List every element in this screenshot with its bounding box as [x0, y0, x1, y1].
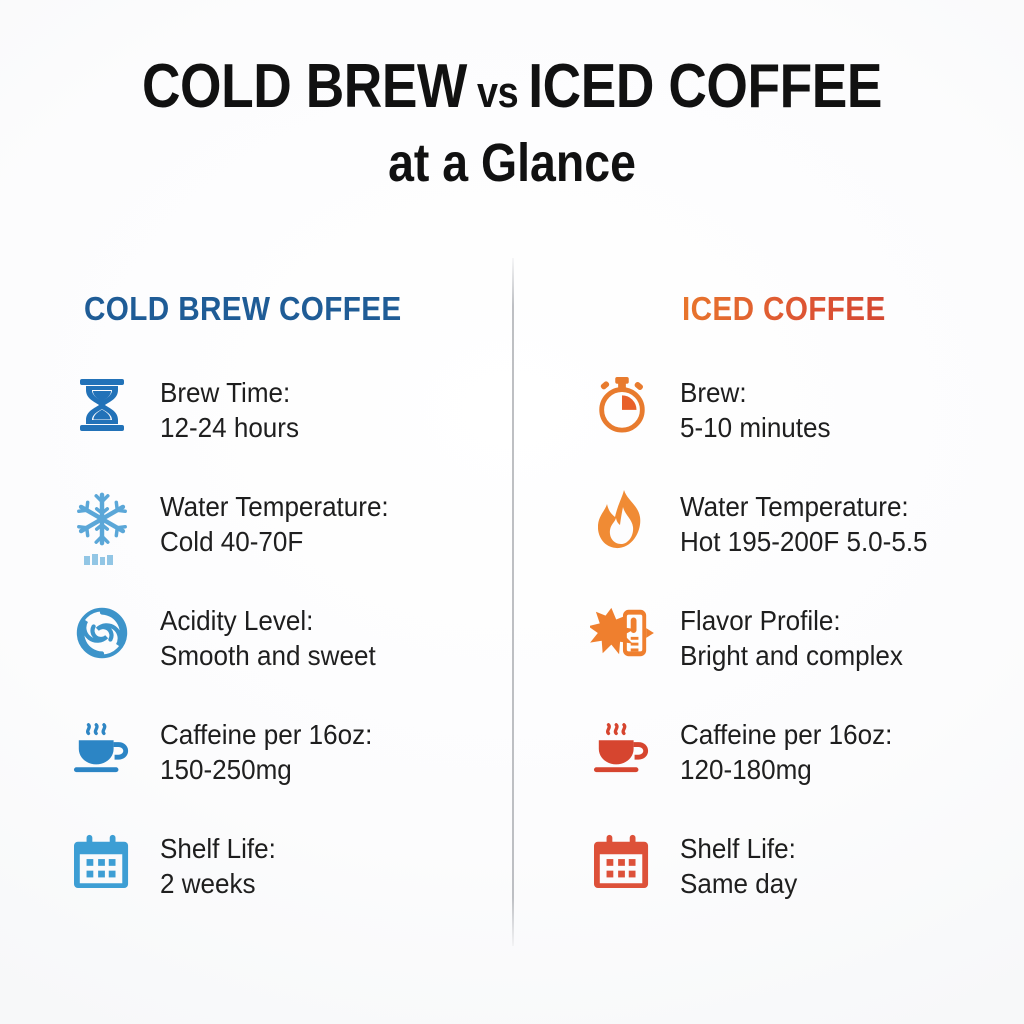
- list-item-text: Shelf Life: Same day: [680, 825, 806, 901]
- list-item-value: Bright and complex: [680, 640, 903, 671]
- column-cold-brew: COLD BREW COFFEE: [84, 290, 484, 328]
- list-item-text: Shelf Life: 2 weeks: [160, 825, 285, 901]
- list-item-text: Flavor Profile: Bright and complex: [680, 597, 920, 673]
- list-item: Caffeine per 16oz: 150-250mg: [70, 711, 406, 825]
- hourglass-icon: [70, 369, 134, 441]
- list-item-value: 5-10 minutes: [680, 412, 831, 443]
- column-divider: [512, 258, 514, 946]
- list-item: Shelf Life: Same day: [590, 825, 946, 939]
- coffee-cup-icon: [590, 711, 654, 783]
- list-item-text: Caffeine per 16oz: 120-180mg: [680, 711, 908, 787]
- list-item-value: 120-180mg: [680, 754, 812, 785]
- list-item-label: Brew Time:: [160, 377, 291, 408]
- column-heading-cold-brew: COLD BREW COFFEE: [84, 290, 402, 327]
- coffee-cup-icon: [70, 711, 134, 783]
- list-item-label: Caffeine per 16oz:: [160, 719, 373, 750]
- list-item-label: Brew:: [680, 377, 747, 408]
- list-item-text: Caffeine per 16oz: 150-250mg: [160, 711, 388, 787]
- list-item-text: Water Temperature: Cold 40-70F: [160, 483, 406, 559]
- list-item-label: Acidity Level:: [160, 605, 314, 636]
- snowflake-artifact: [84, 553, 114, 568]
- column-iced-coffee: ICED COFFEE: [682, 290, 1012, 328]
- snowflake-icon: [70, 483, 134, 555]
- list-item: Flavor Profile: Bright and complex: [590, 597, 946, 711]
- sun-thermometer-icon: [590, 597, 654, 669]
- flame-icon: [590, 483, 654, 555]
- list-item-label: Flavor Profile:: [680, 605, 841, 636]
- stopwatch-icon: [590, 369, 654, 441]
- list-item-value: Same day: [680, 868, 798, 899]
- title-line-2: at a Glance: [388, 133, 636, 193]
- list-item: Caffeine per 16oz: 120-180mg: [590, 711, 946, 825]
- list-item-text: Acidity Level: Smooth and sweet: [160, 597, 392, 673]
- rows-cold-brew: Brew Time: 12-24 hours: [70, 369, 406, 939]
- list-item-value: Smooth and sweet: [160, 640, 376, 671]
- list-item-label: Shelf Life:: [160, 833, 276, 864]
- title-line-1: COLD BREW vs ICED COFFEE: [72, 52, 953, 128]
- list-item-value: 2 weeks: [160, 868, 256, 899]
- list-item-label: Caffeine per 16oz:: [680, 719, 893, 750]
- list-item: Shelf Life: 2 weeks: [70, 825, 406, 939]
- list-item: Water Temperature: Cold 40-70F: [70, 483, 406, 597]
- column-heading-iced-coffee: ICED COFFEE: [682, 290, 979, 328]
- list-item-label: Water Temperature:: [160, 491, 389, 522]
- list-item-value: Hot 195-200F 5.0-5.5: [680, 526, 928, 557]
- swirl-icon: [70, 597, 134, 669]
- list-item-label: Shelf Life:: [680, 833, 796, 864]
- list-item: Acidity Level: Smooth and sweet: [70, 597, 406, 711]
- calendar-icon: [590, 825, 654, 897]
- rows-iced-coffee: Brew: 5-10 minutes Water Temperature: Ho…: [590, 369, 946, 939]
- list-item-text: Brew Time: 12-24 hours: [160, 369, 309, 445]
- list-item-text: Brew: 5-10 minutes: [680, 369, 842, 445]
- list-item: Brew: 5-10 minutes: [590, 369, 946, 483]
- page-title: COLD BREW vs ICED COFFEE at a Glance: [0, 52, 1024, 194]
- calendar-icon: [70, 825, 134, 897]
- list-item-value: 12-24 hours: [160, 412, 299, 443]
- list-item-text: Water Temperature: Hot 195-200F 5.0-5.5: [680, 483, 946, 559]
- list-item: Water Temperature: Hot 195-200F 5.0-5.5: [590, 483, 946, 597]
- title-cold-brew: COLD BREW: [141, 52, 467, 121]
- list-item-value: 150-250mg: [160, 754, 292, 785]
- list-item: Brew Time: 12-24 hours: [70, 369, 406, 483]
- title-vs: vs: [476, 68, 519, 117]
- title-iced-coffee: ICED COFFEE: [528, 52, 883, 121]
- list-item-label: Water Temperature:: [680, 491, 909, 522]
- list-item-value: Cold 40-70F: [160, 526, 304, 557]
